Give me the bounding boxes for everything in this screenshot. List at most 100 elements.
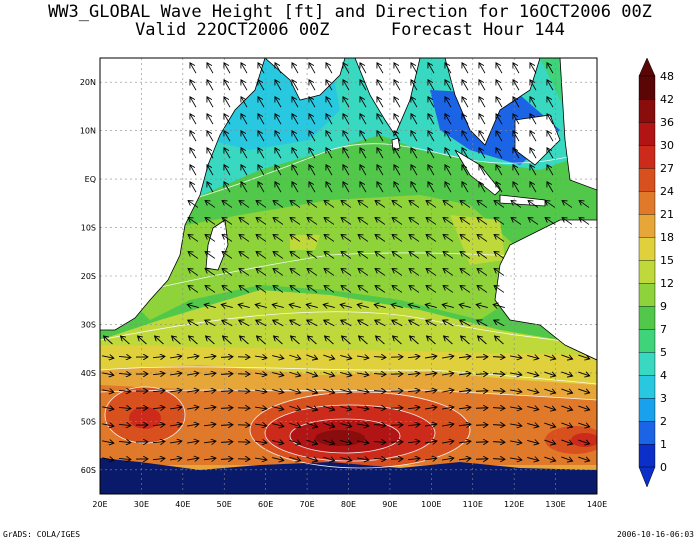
wave-direction-arrow [326, 97, 333, 108]
wave-direction-arrow [530, 97, 537, 108]
wave-direction-arrow [306, 406, 317, 410]
wave-direction-arrow [426, 218, 437, 225]
lon-tick-label: 40E [175, 500, 190, 509]
wave-direction-arrow [357, 424, 369, 426]
wave-direction-arrow [544, 372, 555, 376]
wave-direction-arrow [460, 218, 471, 225]
wave-direction-arrow [460, 235, 471, 242]
colorbar-level-label: 1 [660, 438, 667, 451]
wave-direction-arrow [309, 182, 316, 193]
lon-tick-label: 20E [92, 500, 107, 509]
wave-direction-arrow [306, 304, 318, 307]
wave-direction-arrow [462, 165, 469, 176]
wave-direction-arrow [256, 286, 267, 293]
colorbar-level-label: 24 [660, 185, 674, 198]
wave-direction-arrow [392, 320, 403, 327]
wave-direction-arrow [357, 390, 369, 392]
wave-direction-arrow [475, 425, 488, 426]
wave-direction-arrow [428, 80, 435, 91]
wave-direction-arrow [343, 63, 350, 74]
wave-direction-arrow [324, 320, 335, 327]
wave-direction-arrow [255, 441, 267, 443]
wave-direction-arrow [205, 269, 216, 276]
wave-direction-arrow [203, 373, 216, 375]
wave-direction-arrow [409, 269, 420, 276]
wave-direction-arrow [207, 80, 214, 91]
wave-direction-arrow [255, 390, 267, 392]
wave-direction-arrow [239, 286, 250, 293]
wave-direction-arrow [224, 182, 231, 193]
wave-direction-arrow [377, 97, 384, 108]
wave-direction-arrow [341, 235, 352, 242]
wave-direction-arrow [479, 165, 486, 176]
wave-direction-arrow [307, 218, 318, 225]
wave-direction-arrow [258, 80, 265, 91]
wave-direction-arrow [492, 442, 505, 443]
wave-direction-arrow [273, 252, 284, 259]
wave-direction-arrow [411, 165, 418, 176]
wave-direction-arrow [527, 423, 539, 426]
wave-direction-arrow [205, 201, 216, 208]
wave-direction-arrow [492, 391, 505, 392]
wave-direction-arrow [561, 389, 572, 393]
wave-direction-arrow [223, 336, 232, 345]
wave-direction-arrow [289, 440, 300, 444]
wave-direction-arrow [207, 97, 214, 108]
wave-direction-arrow [375, 201, 386, 208]
colorbar-level-label: 21 [660, 208, 674, 221]
wave-direction-arrow [256, 201, 267, 208]
wave-direction-arrow [392, 235, 403, 242]
wave-direction-arrow [425, 407, 437, 409]
wave-direction-arrow [409, 201, 420, 208]
wave-direction-arrow [428, 165, 435, 176]
lat-tick-label: 30S [81, 320, 96, 329]
wave-direction-arrow [289, 423, 300, 427]
wave-direction-arrow [290, 320, 301, 327]
wave-direction-arrow [425, 424, 437, 426]
lon-tick-label: 70E [299, 500, 314, 509]
wave-direction-arrow [241, 80, 248, 91]
wave-direction-arrow [340, 355, 352, 358]
wave-direction-arrow [496, 114, 503, 125]
wave-direction-arrow [547, 131, 554, 142]
wave-direction-arrow [477, 201, 488, 208]
wave-direction-arrow [323, 355, 334, 359]
wave-direction-arrow [307, 252, 318, 259]
wave-direction-arrow [357, 304, 369, 307]
wave-direction-arrow [340, 372, 352, 375]
wave-direction-arrow [376, 336, 385, 345]
wave-direction-arrow [289, 355, 300, 359]
wave-direction-arrow [495, 336, 504, 345]
wave-direction-arrow [510, 424, 522, 426]
wave-direction-arrow [289, 406, 300, 410]
colorbar-swatch [638, 167, 656, 192]
wave-direction-arrow [256, 218, 267, 225]
colorbar-swatch [638, 443, 656, 468]
wave-direction-arrow [513, 114, 520, 125]
wave-direction-arrow [409, 320, 420, 327]
wave-direction-arrow [443, 252, 454, 259]
wave-direction-arrow [445, 80, 452, 91]
wave-direction-arrow [290, 269, 301, 276]
wave-direction-arrow [222, 235, 233, 242]
wave-direction-arrow [343, 114, 350, 125]
wave-direction-arrow [273, 269, 284, 276]
wave-direction-arrow [428, 131, 435, 142]
wave-direction-arrow [358, 235, 369, 242]
wave-direction-arrow [292, 131, 299, 142]
colorbar-level-label: 5 [660, 346, 667, 359]
wave-direction-arrow [152, 424, 165, 425]
wave-direction-arrow [343, 80, 350, 91]
wave-direction-arrow [205, 252, 216, 259]
wave-direction-arrow [547, 114, 554, 125]
wave-direction-arrow [222, 252, 233, 259]
wave-direction-arrow [561, 423, 572, 427]
wave-direction-arrow [496, 80, 503, 91]
wave-direction-arrow [172, 336, 181, 345]
colorbar-level-label: 0 [660, 461, 667, 474]
wave-direction-arrow [409, 252, 420, 259]
wave-direction-arrow [479, 63, 486, 74]
lon-tick-label: 90E [382, 500, 397, 509]
wave-direction-arrow [411, 80, 418, 91]
wave-direction-arrow [428, 182, 435, 193]
